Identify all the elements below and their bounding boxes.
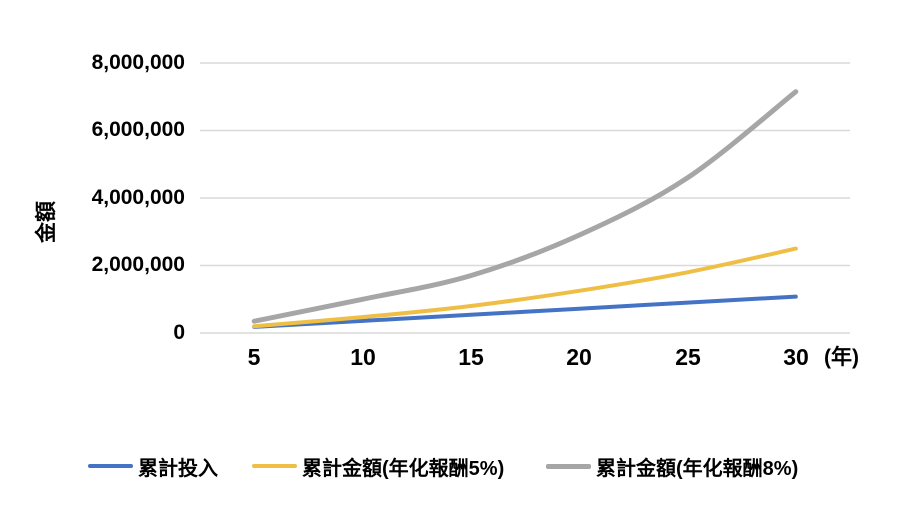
legend-line-marker-gray bbox=[546, 463, 591, 469]
legend-item: 累計金額(年化報酬8%) bbox=[546, 453, 799, 480]
x-axis-unit-label: (年) bbox=[824, 346, 859, 369]
x-tick-label: 30 bbox=[783, 344, 809, 370]
x-tick-label: 25 bbox=[675, 344, 701, 370]
legend-label: 累計投入 bbox=[138, 457, 218, 480]
y-tick-label: 0 bbox=[173, 321, 185, 344]
legend-item: 累計投入 bbox=[88, 453, 218, 480]
legend-line-marker-blue bbox=[88, 464, 133, 468]
legend-item: 累計金額(年化報酬5%) bbox=[252, 453, 505, 480]
x-tick-label: 10 bbox=[350, 344, 376, 370]
y-tick-label: 6,000,000 bbox=[91, 118, 185, 141]
legend-label: 累計金額(年化報酬8%) bbox=[596, 457, 799, 480]
x-tick-label: 5 bbox=[247, 344, 261, 370]
y-tick-label: 8,000,000 bbox=[91, 51, 185, 74]
y-tick-label: 4,000,000 bbox=[91, 186, 185, 209]
chart-legend: 累計投入 累計金額(年化報酬5%) 累計金額(年化報酬8%) bbox=[0, 453, 907, 480]
x-tick-label: 15 bbox=[458, 344, 484, 370]
y-tick-label: 2,000,000 bbox=[91, 253, 185, 276]
legend-line-marker-yellow bbox=[252, 464, 297, 468]
x-tick-label: 20 bbox=[566, 344, 592, 370]
legend-label: 累計金額(年化報酬5%) bbox=[302, 457, 505, 480]
